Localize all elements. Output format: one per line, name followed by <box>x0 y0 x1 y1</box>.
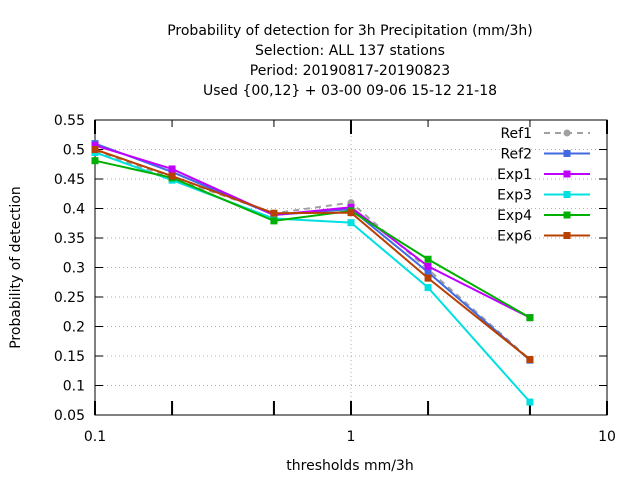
chart-title-line: Used {00,12} + 03-00 09-06 15-12 21-18 <box>203 83 497 99</box>
series-line-exp1 <box>94 144 531 319</box>
data-point <box>563 129 571 137</box>
y-tick-label: 0.1 <box>63 379 85 395</box>
data-point <box>270 209 278 217</box>
data-point <box>168 165 176 173</box>
legend-label: Ref2 <box>500 147 532 163</box>
series-line-exp4 <box>94 159 531 319</box>
chart-title-line: Selection: ALL 137 stations <box>255 43 445 59</box>
data-point <box>347 203 355 211</box>
series-line-exp3 <box>94 151 531 403</box>
data-point <box>347 209 355 217</box>
y-tick-label: 0.5 <box>63 143 85 159</box>
y-tick-label: 0.35 <box>54 231 85 247</box>
data-point <box>424 268 432 276</box>
x-tick-label: 0.1 <box>84 429 106 445</box>
legend-label: Exp4 <box>497 208 532 224</box>
y-tick-label: 0.3 <box>63 261 85 277</box>
series-line-ref1 <box>94 149 531 361</box>
x-axis-label: thresholds mm/3h <box>286 458 413 474</box>
data-point <box>563 232 571 239</box>
data-point <box>563 211 571 219</box>
chart-title-line: Probability of detection for 3h Precipit… <box>167 23 533 39</box>
y-tick-label: 0.05 <box>54 408 85 424</box>
data-point <box>168 172 176 180</box>
data-point <box>424 274 432 282</box>
data-point <box>424 255 432 263</box>
y-tick-label: 0.15 <box>54 349 85 365</box>
legend-label: Exp1 <box>497 167 532 183</box>
legend-label: Ref1 <box>500 126 532 142</box>
data-point <box>563 170 571 178</box>
series-line-exp6 <box>94 148 531 361</box>
y-tick-label: 0.2 <box>63 320 85 336</box>
data-point <box>526 314 534 322</box>
data-point <box>424 284 432 292</box>
data-point <box>91 141 99 149</box>
data-point <box>526 398 534 406</box>
y-tick-label: 0.4 <box>63 202 85 218</box>
data-point <box>270 217 278 225</box>
data-point <box>563 191 571 198</box>
y-tick-label: 0.25 <box>54 290 85 306</box>
x-tick-label: 1 <box>347 429 356 445</box>
data-point <box>91 157 99 165</box>
data-point <box>563 150 571 157</box>
x-tick-label: 10 <box>598 429 616 445</box>
legend-label: Exp6 <box>497 229 532 245</box>
data-point <box>424 262 432 270</box>
data-point <box>526 356 534 364</box>
y-tick-label: 0.45 <box>54 172 85 188</box>
data-point <box>91 146 99 153</box>
data-point <box>347 219 355 227</box>
y-axis-label: Probability of detection <box>8 186 24 349</box>
chart-title-line: Period: 20190817-20190823 <box>250 63 450 79</box>
y-tick-label: 0.55 <box>54 113 85 129</box>
legend-label: Exp3 <box>497 188 532 204</box>
